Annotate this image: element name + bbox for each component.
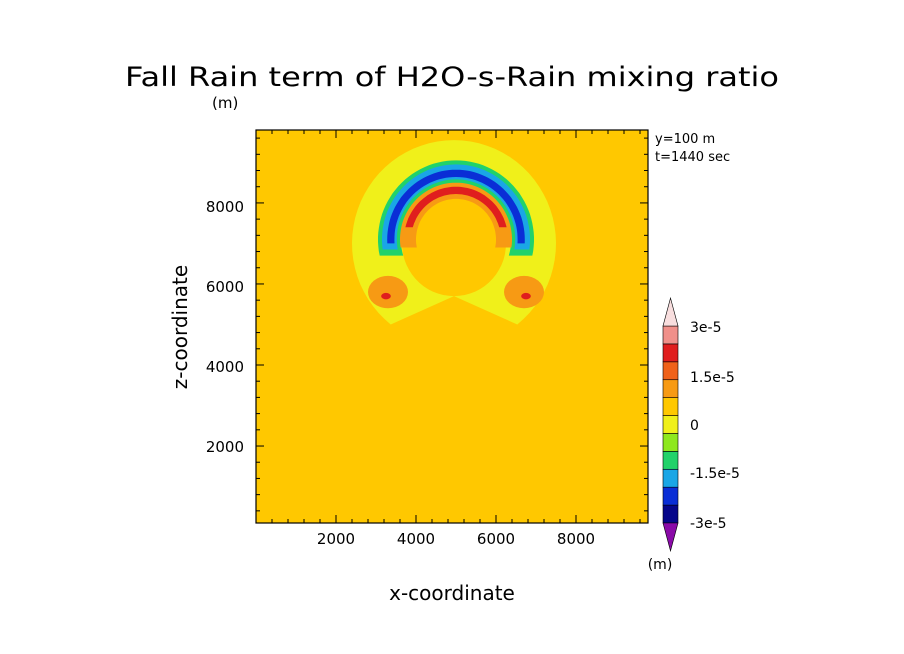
x-tick-label: 2000 [317,530,355,548]
colorbar-label: 0 [690,418,699,434]
colorbar-label: 1.5e-5 [690,370,735,386]
chart-title: Fall Rain term of H2O-s-Rain mixing rati… [125,62,779,93]
colorbar-swatch [662,397,679,416]
contour-blob-8 [381,292,391,300]
plot-frame [255,129,649,524]
axis-ticks [256,130,648,523]
x-tick-label: 4000 [397,530,435,548]
annotation-y-position: y=100 m [655,132,715,147]
colorbar-swatch [662,504,679,524]
y-axis-label: z-coordinate [168,265,192,389]
chart-units-label: (m) [212,94,238,112]
field-contours [352,140,556,325]
colorbar-unit: (m) [648,557,673,573]
colorbar-swatch [662,415,679,434]
colorbar-swatch [662,325,679,345]
colorbar-extend-bottom [662,522,679,553]
colorbar-swatch [662,468,679,488]
contour-band-5 [405,186,507,228]
colorbar-swatch [662,361,679,381]
x-tick-label: 8000 [557,530,595,548]
colorbar-label: 3e-5 [690,320,721,336]
colorbar-label: -3e-5 [690,516,727,532]
y-tick-label: 6000 [206,278,244,296]
colorbar-label: -1.5e-5 [690,466,740,482]
colorbar-swatch [662,451,679,470]
contour-blob-7 [504,275,544,309]
annotation-time: t=1440 sec [655,150,730,165]
x-tick-label: 6000 [477,530,515,548]
y-tick-label: 4000 [206,358,244,376]
colorbar-swatch [662,433,679,452]
colorbar-swatch [662,379,679,398]
y-tick-label: 2000 [206,438,244,456]
x-axis-label: x-coordinate [389,581,515,605]
colorbar-swatch [662,343,679,363]
plot-area [256,130,648,523]
colorbar [662,296,679,553]
colorbar-swatch [662,486,679,506]
contour-blob-9 [521,292,531,300]
contour-blob-6 [368,275,408,309]
colorbar-extend-top [662,296,679,327]
y-tick-label: 8000 [206,198,244,216]
